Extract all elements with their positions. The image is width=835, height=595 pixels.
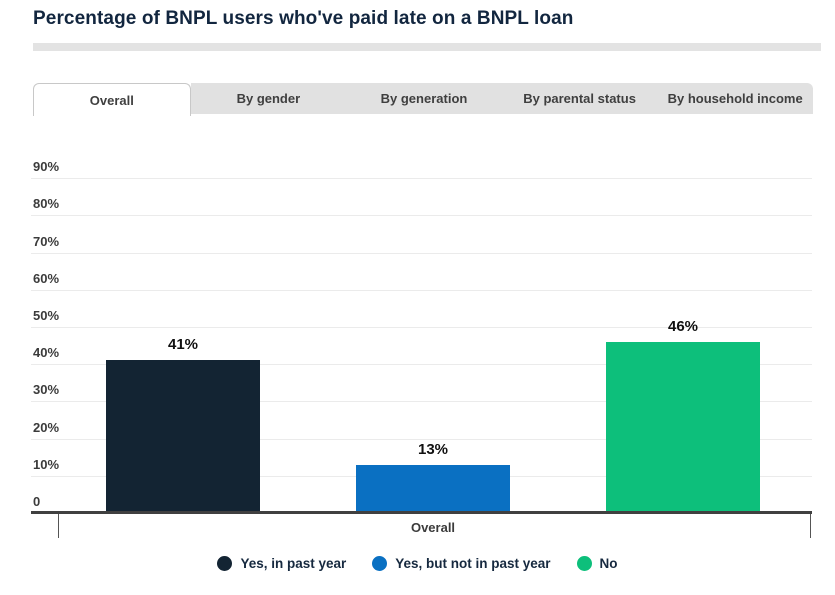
y-axis-label-40: 40%	[33, 345, 60, 360]
gridline-80	[31, 215, 812, 216]
y-axis-label-50: 50%	[33, 308, 60, 323]
gridline-70	[31, 253, 812, 254]
gridline-30	[31, 401, 812, 402]
title-divider	[33, 43, 821, 51]
legend-item-yes-but-not-in-past-year: Yes, but not in past year	[372, 556, 551, 571]
legend-label-yes-but-not-in-past-year: Yes, but not in past year	[395, 556, 551, 571]
y-axis-label-70: 70%	[33, 234, 60, 249]
legend-label-no: No	[599, 556, 618, 571]
legend-swatch-yes-in-past-year	[217, 556, 233, 571]
gridline-90	[31, 178, 812, 179]
value-label-no: 46%	[667, 318, 699, 335]
legend-item-yes-in-past-year: Yes, in past year	[217, 556, 346, 571]
y-axis-label-0: 0	[33, 494, 41, 509]
bar-no[interactable]	[606, 342, 760, 513]
gridline-20	[31, 439, 812, 440]
y-axis-label-80: 80%	[33, 196, 60, 211]
tab-overall[interactable]: Overall	[33, 83, 191, 116]
y-axis-label-30: 30%	[33, 382, 60, 397]
gridline-40	[31, 364, 812, 365]
y-axis-label-10: 10%	[33, 457, 60, 472]
legend-swatch-yes-but-not-in-past-year	[372, 556, 388, 571]
x-axis-tick-right	[810, 514, 811, 538]
x-axis-tick-left	[58, 514, 59, 538]
tab-by-parental-status[interactable]: By parental status	[501, 83, 658, 114]
bar-yes-in-past-year[interactable]	[106, 360, 260, 513]
value-label-yes-but-not-in-past-year: 13%	[417, 441, 449, 458]
y-axis-label-20: 20%	[33, 420, 60, 435]
x-axis-category-overall: Overall	[410, 520, 456, 535]
gridline-60	[31, 290, 812, 291]
legend-item-no: No	[576, 556, 618, 571]
y-axis-label-60: 60%	[33, 271, 60, 286]
x-axis-line	[31, 511, 812, 514]
y-axis-label-90: 90%	[33, 159, 60, 174]
chart-legend: Yes, in past year Yes, but not in past ye…	[0, 556, 835, 571]
tab-bar: Overall By gender By generation By parental…	[33, 83, 813, 116]
gridline-50	[31, 327, 812, 328]
legend-label-yes-in-past-year: Yes, in past year	[240, 556, 347, 571]
tab-by-household-income[interactable]: By household income	[657, 83, 813, 114]
value-label-yes-in-past-year: 41%	[167, 336, 199, 353]
legend-swatch-no	[576, 556, 592, 571]
page-title: Percentage of BNPL users who've paid lat…	[33, 8, 574, 29]
bar-yes-but-not-in-past-year[interactable]	[356, 465, 510, 513]
tab-by-gender[interactable]: By gender	[190, 83, 347, 114]
tab-by-generation[interactable]: By generation	[346, 83, 502, 114]
